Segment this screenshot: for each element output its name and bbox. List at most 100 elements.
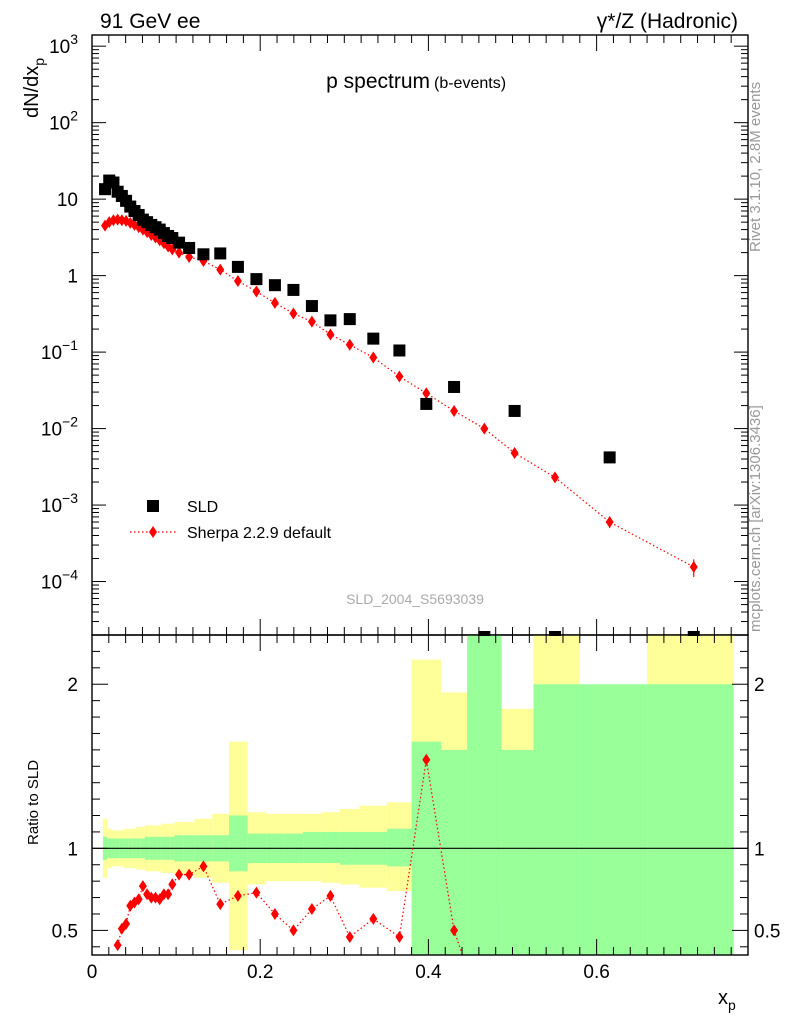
legend: SLD Sherpa 2.2.9 default: [130, 499, 332, 542]
sld-point: [107, 176, 120, 189]
rivet-label: Rivet 3.1.10, 2.8M events: [747, 82, 764, 252]
main-plot-subtitle: (b-events): [434, 75, 506, 92]
header-right-label: γ*/Z (Hadronic): [597, 10, 738, 33]
sherpa-point: [307, 315, 316, 328]
sld-point: [508, 404, 521, 417]
header-left-label: 91 GeV ee: [100, 10, 200, 33]
ratio-sherpa-point: [252, 886, 261, 899]
ratio-sherpa-point: [159, 888, 168, 901]
stat-uncertainty-band: [467, 635, 502, 955]
legend-marker-sherpa: [149, 526, 157, 538]
ratio-y-tick-label: 2: [67, 675, 78, 696]
ratio-sherpa-point: [168, 878, 177, 891]
ratio-sherpa-point: [270, 907, 279, 920]
main-y-tick-label: 102: [49, 108, 78, 135]
main-y-tick-label: 10−3: [41, 490, 78, 517]
ratio-sherpa-point: [307, 903, 316, 916]
main-y-tick-label: 10−2: [41, 414, 78, 441]
sld-point: [268, 279, 281, 292]
legend-marker-sld: [147, 500, 159, 512]
x-tick-label: 0.6: [583, 962, 609, 983]
ratio-sherpa-point: [326, 889, 335, 902]
watermark-label: SLD_2004_S5693039: [346, 591, 484, 607]
ratio-sherpa-point: [345, 930, 354, 943]
main-plot-title: p spectrum: [326, 70, 430, 93]
ratio-plot-frame: [91, 634, 749, 956]
sherpa-point: [689, 560, 698, 573]
sherpa-point: [216, 263, 225, 276]
sherpa-point: [510, 446, 519, 459]
ratio-y-tick-label-right: 0.5: [754, 921, 780, 942]
ratio-y-tick-label: 0.5: [52, 921, 78, 942]
legend-label-sherpa: Sherpa 2.2.9 default: [187, 525, 332, 542]
sld-point: [420, 397, 433, 410]
stat-uncertainty-band: [647, 684, 734, 955]
stat-uncertainty-band: [441, 749, 468, 955]
ratio-sherpa-point: [122, 917, 131, 930]
sld-point: [367, 332, 380, 345]
ratio-sherpa-point: [164, 888, 173, 901]
sld-point: [393, 344, 406, 357]
sld-point: [250, 273, 263, 286]
x-tick-label: 0.2: [247, 962, 273, 983]
ratio-sherpa-point: [395, 930, 404, 943]
stat-uncertainty-band: [579, 684, 648, 955]
ratio-sld-offscale-marker: [687, 631, 700, 636]
ratio-sherpa-point: [450, 924, 459, 937]
sherpa-point: [289, 307, 298, 320]
ratio-sherpa-point: [185, 868, 194, 881]
sherpa-point: [175, 246, 184, 259]
ratio-sherpa-point: [369, 912, 378, 925]
sld-point: [197, 248, 210, 261]
stat-uncertainty-band: [303, 831, 322, 864]
ratio-y-tick-label-right: 1: [754, 839, 765, 860]
ratio-sherpa-line: [117, 759, 464, 956]
sherpa-point: [345, 338, 354, 351]
main-y-tick-label: 10−1: [41, 337, 78, 364]
main-y-tick-label: 10−4: [41, 567, 78, 594]
sld-point: [448, 380, 461, 393]
legend-label-sld: SLD: [187, 499, 218, 516]
ratio-sherpa-point: [134, 893, 143, 906]
sld-point: [305, 300, 318, 313]
ratio-sherpa-point: [113, 939, 122, 952]
sherpa-point: [233, 275, 242, 288]
x-tick-label: 0: [87, 962, 98, 983]
stat-uncertainty-band: [533, 684, 580, 955]
ratio-sherpa-point: [233, 889, 242, 902]
ratio-sld-offscale-marker: [548, 631, 561, 636]
sld-point: [173, 236, 186, 249]
ratio-sherpa-point: [175, 868, 184, 881]
x-tick-label: 0.4: [415, 962, 442, 983]
sherpa-point: [199, 255, 208, 268]
ratio-sherpa-point: [199, 860, 208, 873]
ratio-sherpa-point: [138, 880, 147, 893]
sherpa-point: [550, 471, 559, 484]
sherpa-point: [450, 404, 459, 417]
ratio-y-tick-label: 1: [67, 839, 78, 860]
sherpa-point: [369, 351, 378, 364]
ratio-plot-panel: 0 0.2 0.4 0.60.5 0.51 12 2 Ratio to SLD xp: [25, 631, 780, 1013]
ratio-y-axis-label: Ratio to SLD: [25, 760, 42, 845]
sld-point: [183, 241, 196, 254]
main-y-tick-label: 103: [49, 31, 78, 58]
sherpa-point: [480, 422, 489, 435]
main-y-tick-label: 1: [67, 267, 78, 288]
sherpa-point: [605, 516, 614, 529]
sherpa-point: [185, 251, 194, 264]
sld-point: [231, 260, 244, 273]
ratio-sherpa-point: [147, 891, 156, 904]
ratio-y-tick-label-right: 2: [754, 675, 765, 696]
sherpa-point: [270, 296, 279, 309]
main-y-tick-label: 10: [57, 190, 78, 211]
sherpa-point: [326, 328, 335, 341]
sld-point: [603, 451, 616, 464]
stat-uncertainty-band: [321, 831, 341, 864]
sherpa-point: [395, 370, 404, 383]
sherpa-point: [252, 285, 261, 298]
sld-point: [324, 314, 337, 327]
sld-point: [287, 283, 300, 296]
ratio-sherpa-point: [289, 924, 298, 937]
